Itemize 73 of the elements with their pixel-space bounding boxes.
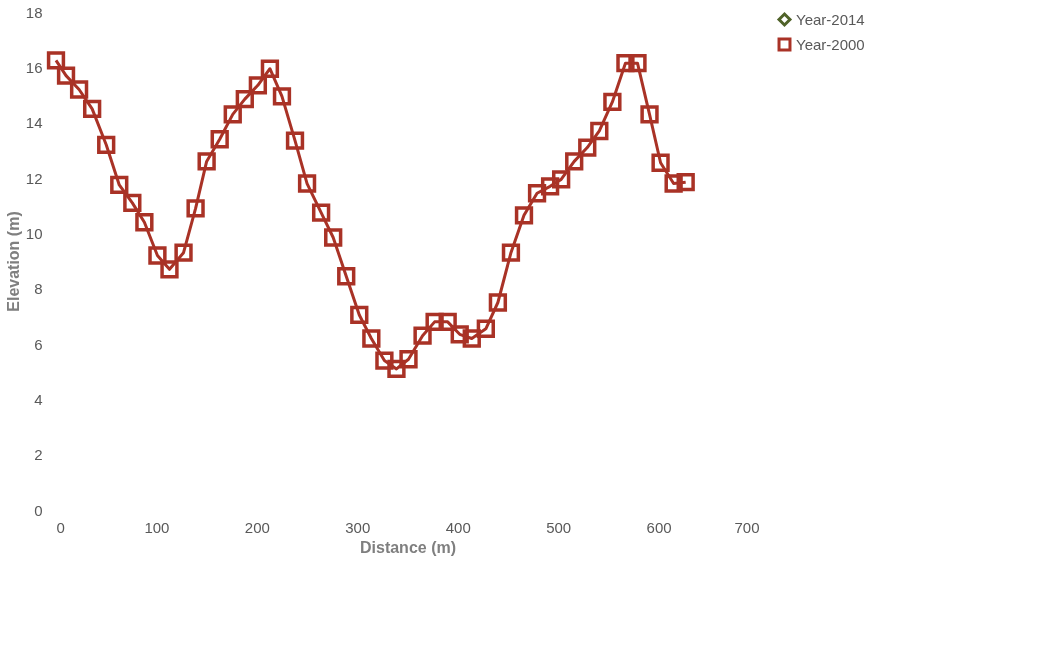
y-tick-label: 6 bbox=[34, 335, 43, 353]
point bbox=[160, 260, 179, 279]
point bbox=[676, 172, 695, 192]
point bbox=[297, 174, 317, 193]
point bbox=[350, 305, 369, 325]
point bbox=[438, 312, 457, 332]
point bbox=[324, 228, 343, 247]
point bbox=[375, 351, 394, 370]
point bbox=[462, 329, 481, 348]
point bbox=[285, 131, 305, 150]
point bbox=[664, 174, 683, 193]
point bbox=[337, 267, 356, 286]
point bbox=[197, 152, 216, 171]
point bbox=[248, 76, 268, 95]
point bbox=[69, 80, 89, 99]
point bbox=[425, 312, 444, 332]
y-tick-label: 10 bbox=[25, 224, 43, 242]
point bbox=[260, 59, 280, 78]
x-tick-label: 400 bbox=[445, 518, 471, 536]
point bbox=[82, 99, 102, 118]
point bbox=[235, 89, 254, 109]
point bbox=[565, 152, 584, 171]
point bbox=[590, 121, 609, 141]
x-tick-label: 200 bbox=[244, 518, 270, 536]
x-tick-label: 300 bbox=[345, 518, 371, 536]
point bbox=[616, 54, 635, 73]
point bbox=[399, 350, 418, 369]
point bbox=[514, 206, 534, 225]
point bbox=[186, 199, 205, 218]
point bbox=[123, 193, 142, 213]
x-tick-label: 0 bbox=[56, 518, 65, 536]
y-tick-label: 18 bbox=[25, 3, 43, 21]
point bbox=[651, 153, 670, 172]
point bbox=[272, 87, 292, 106]
point bbox=[97, 135, 116, 154]
point bbox=[46, 51, 66, 70]
x-tick-label: 500 bbox=[546, 518, 572, 536]
point bbox=[540, 177, 560, 196]
point bbox=[628, 54, 647, 73]
point bbox=[148, 246, 167, 265]
legend-label: Year-2000 bbox=[796, 35, 865, 53]
point bbox=[488, 293, 508, 312]
y-tick-label: 2 bbox=[34, 446, 43, 464]
point bbox=[135, 213, 154, 232]
point bbox=[640, 105, 659, 124]
point bbox=[174, 243, 193, 262]
y-axis-title: Elevation (m) bbox=[4, 211, 22, 312]
point bbox=[362, 329, 381, 348]
point bbox=[501, 243, 521, 262]
x-tick-label: 600 bbox=[646, 518, 672, 536]
x-tick-label: 700 bbox=[734, 518, 760, 536]
point bbox=[387, 359, 406, 379]
point bbox=[413, 326, 432, 345]
point bbox=[223, 105, 242, 124]
point bbox=[450, 325, 469, 344]
y-tick-label: 16 bbox=[25, 58, 43, 76]
point bbox=[311, 203, 331, 222]
y-tick-label: 4 bbox=[34, 390, 43, 408]
y-tick-label: 8 bbox=[34, 280, 43, 298]
y-tick-label: 0 bbox=[34, 501, 43, 519]
point bbox=[578, 138, 597, 157]
x-axis-title: Distance (m) bbox=[359, 538, 457, 556]
y-tick-label: 12 bbox=[25, 169, 43, 187]
point bbox=[603, 92, 622, 112]
legend-label: Year-2014 bbox=[796, 10, 865, 28]
point bbox=[210, 130, 229, 149]
x-tick-label: 100 bbox=[144, 518, 170, 536]
point bbox=[56, 66, 76, 85]
point bbox=[527, 184, 547, 203]
point bbox=[476, 319, 495, 338]
point bbox=[551, 170, 571, 189]
y-tick-label: 14 bbox=[25, 114, 43, 132]
point bbox=[110, 175, 129, 195]
